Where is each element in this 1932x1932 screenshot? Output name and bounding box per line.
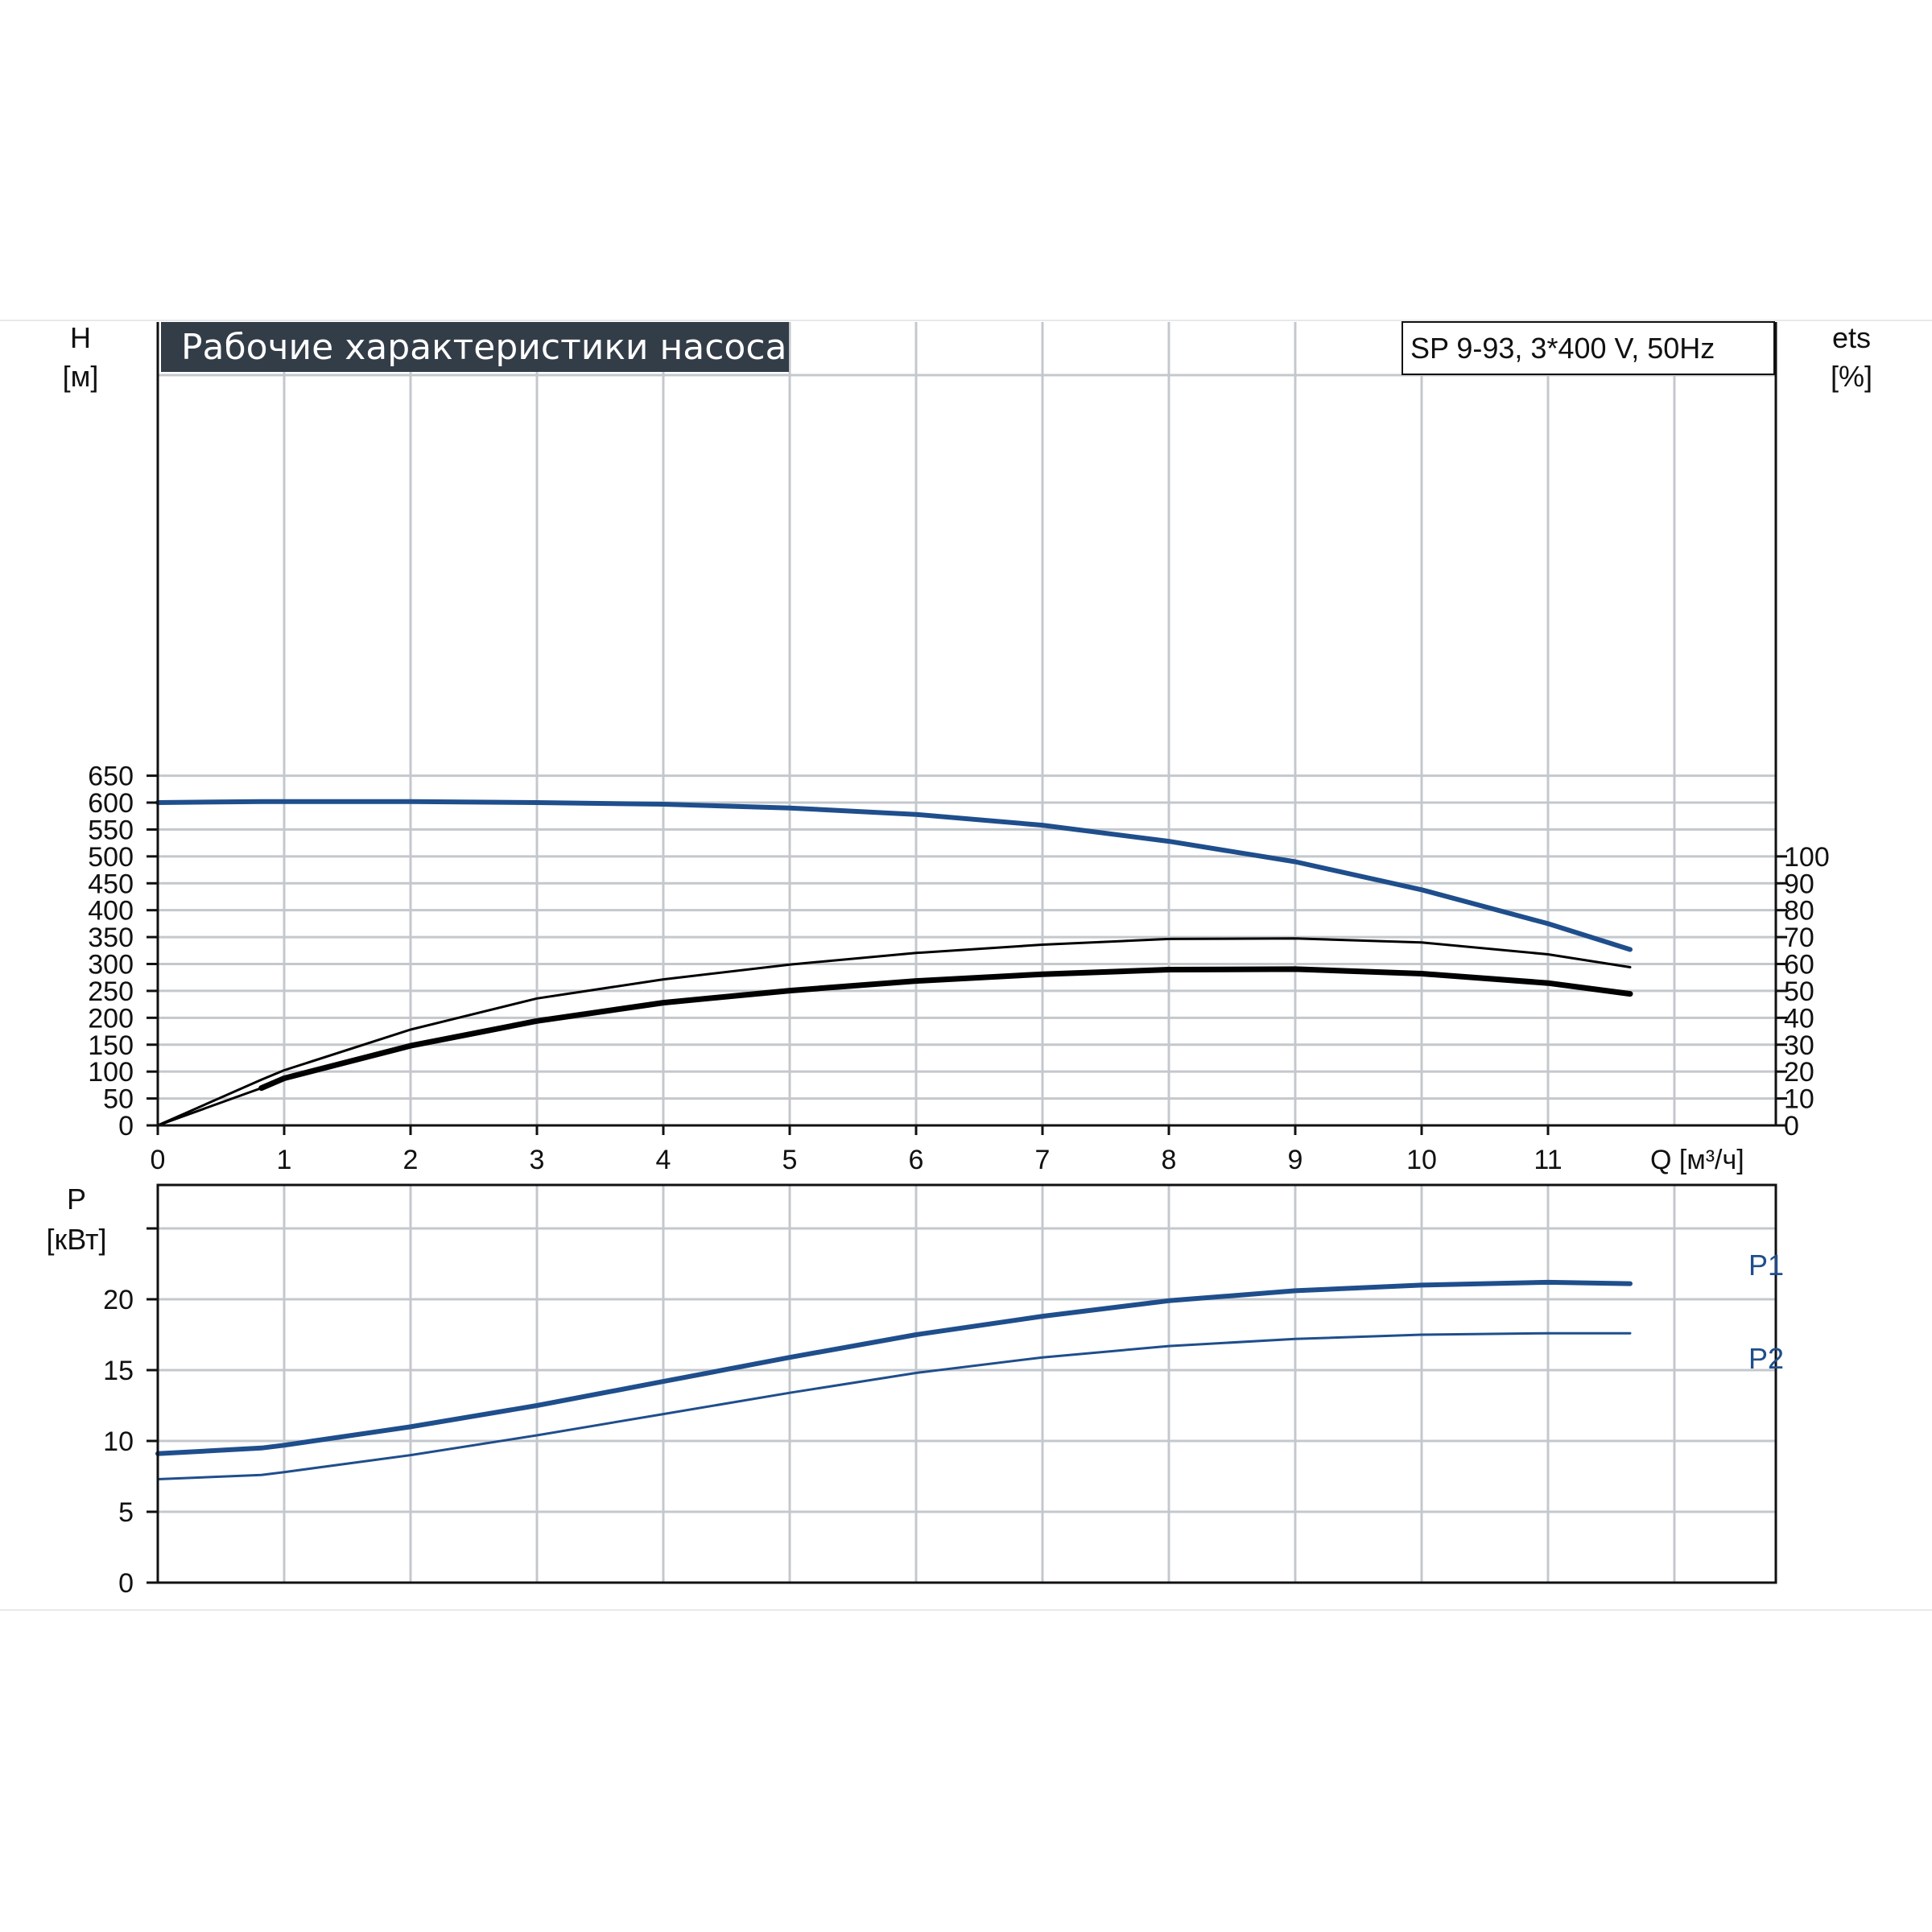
y-tick-label-left: 200 <box>88 1003 134 1034</box>
y-tick-label-right: 80 <box>1784 896 1814 927</box>
y-axis-label-left: H <box>70 321 91 354</box>
power-curve-p2 <box>156 1331 1632 1480</box>
y-axis-label-power: P <box>67 1183 86 1216</box>
x-tick-label: 0 <box>151 1145 166 1175</box>
x-axis-label: Q [м³/ч] <box>1650 1145 1744 1175</box>
y-tick-label-power: 20 <box>103 1285 134 1315</box>
y-tick-label-right: 20 <box>1784 1057 1814 1088</box>
x-tick-label: 2 <box>403 1145 419 1175</box>
y-tick-label-power: 5 <box>118 1497 134 1528</box>
top-curve-1 <box>156 800 263 804</box>
x-tick-label: 6 <box>909 1145 924 1175</box>
y-tick-label-power: 0 <box>118 1568 134 1599</box>
y-tick-label-left: 450 <box>88 869 134 899</box>
curves-layer <box>155 799 1633 1480</box>
y-tick-label-right: 40 <box>1784 1003 1814 1034</box>
chart-title-box: Рабочие характеристики насоса <box>161 322 789 372</box>
y-tick-label-left: 150 <box>88 1030 134 1061</box>
y-tick-label-left: 0 <box>118 1111 134 1141</box>
series-label-p1: P1 <box>1748 1249 1784 1282</box>
y-tick-label-left: 500 <box>88 842 134 873</box>
y-tick-label-left: 100 <box>88 1057 134 1088</box>
x-tick-label: 1 <box>277 1145 292 1175</box>
series-label-p2: P2 <box>1748 1342 1784 1375</box>
power-panel-frame <box>156 1183 1777 1584</box>
y-tick-label-right: 10 <box>1784 1084 1814 1115</box>
x-tick-label: 10 <box>1406 1145 1437 1175</box>
y-axis-label-right: ets <box>1832 321 1871 354</box>
y-tick-label-left: 400 <box>88 896 134 927</box>
y-tick-label-left: 300 <box>88 950 134 980</box>
y-tick-label-right: 90 <box>1784 869 1814 899</box>
y-tick-label-right: 70 <box>1784 923 1814 953</box>
x-tick-label: 5 <box>782 1145 798 1175</box>
y-tick-label-right: 30 <box>1784 1030 1814 1061</box>
y-axis-unit-left: [м] <box>63 360 99 393</box>
x-tick-label: 11 <box>1534 1145 1562 1175</box>
y-tick-label-right: 0 <box>1784 1111 1799 1141</box>
top-curve-4 <box>156 1087 263 1127</box>
x-tick-label: 4 <box>656 1145 671 1175</box>
model-box: SP 9-93, 3*400 V, 50Hz <box>1402 321 1775 375</box>
y-tick-label-right: 100 <box>1784 842 1830 873</box>
y-tick-label-right: 50 <box>1784 976 1814 1007</box>
x-tick-label: 3 <box>530 1145 545 1175</box>
chart-title-background <box>161 322 789 372</box>
x-tick-label: 8 <box>1162 1145 1177 1175</box>
y-tick-label-power: 15 <box>103 1356 134 1386</box>
y-tick-label-left: 350 <box>88 923 134 953</box>
top-curve-2 <box>156 937 1632 1127</box>
y-tick-label-left: 550 <box>88 815 134 845</box>
frame-layer <box>147 322 1787 1584</box>
power-curve-p1 <box>155 1279 1633 1456</box>
top-curve-0 <box>155 799 1633 952</box>
y-tick-label-power: 10 <box>103 1426 134 1457</box>
x-tick-label: 7 <box>1035 1145 1051 1175</box>
y-tick-label-left: 650 <box>88 762 134 792</box>
x-tick-label: 9 <box>1288 1145 1303 1175</box>
y-axis-unit-power: [кВт] <box>46 1223 106 1256</box>
y-axis-unit-right: [%] <box>1831 360 1872 393</box>
chart-title: Рабочие характеристики насоса <box>181 327 786 368</box>
grid-layer <box>0 320 1932 1611</box>
y-tick-label-left: 250 <box>88 976 134 1007</box>
model-label: SP 9-93, 3*400 V, 50Hz <box>1410 332 1715 365</box>
y-tick-label-left: 600 <box>88 788 134 819</box>
labels-layer: 0501001502002503003504004505005506006500… <box>46 321 1872 1599</box>
model-box-border <box>1402 321 1775 375</box>
y-tick-label-right: 60 <box>1784 950 1814 980</box>
y-tick-label-left: 50 <box>103 1084 134 1115</box>
top-curve-3 <box>258 966 1633 1092</box>
